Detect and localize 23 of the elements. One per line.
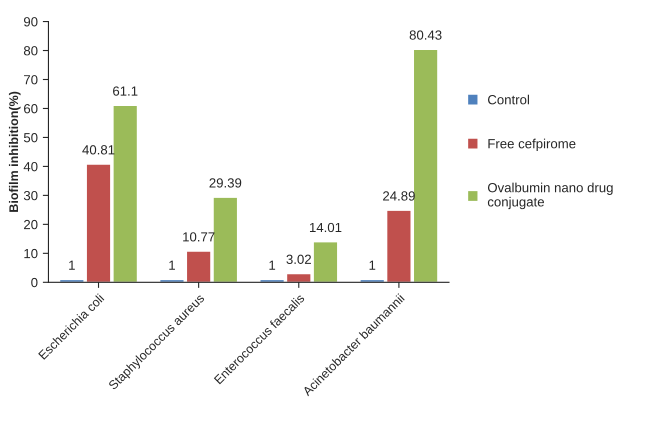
data-label: 1 bbox=[370, 260, 376, 270]
data-label: 80.43 bbox=[410, 30, 442, 40]
y-tick-label: 50 bbox=[24, 133, 38, 142]
y-tick-label: 10 bbox=[24, 248, 38, 258]
y-tick-label: 70 bbox=[24, 75, 38, 84]
y-tick-label: 20 bbox=[24, 220, 38, 230]
data-label: 1 bbox=[69, 260, 75, 270]
data-label: 1 bbox=[169, 260, 175, 270]
legend-label: Free cefpirome bbox=[488, 138, 576, 151]
data-label: 14.01 bbox=[310, 222, 342, 232]
legend-label: Control bbox=[488, 94, 529, 104]
y-tick-label: 80 bbox=[24, 46, 38, 56]
y-tick-label: 90 bbox=[24, 17, 38, 26]
legend-label: Ovalbumin nano drug conjugate bbox=[488, 182, 613, 210]
y-tick-label: 40 bbox=[24, 162, 38, 172]
y-tick-label: 60 bbox=[24, 104, 38, 114]
y-axis-title: Biofilm inhibition(%) bbox=[8, 92, 21, 212]
data-label: 61.1 bbox=[113, 86, 138, 96]
data-label: 1 bbox=[269, 260, 276, 270]
y-tick-label: 30 bbox=[24, 190, 38, 200]
data-label: 29.39 bbox=[210, 178, 242, 188]
data-label: 3.02 bbox=[286, 254, 311, 264]
y-tick-label: 0 bbox=[31, 278, 38, 288]
